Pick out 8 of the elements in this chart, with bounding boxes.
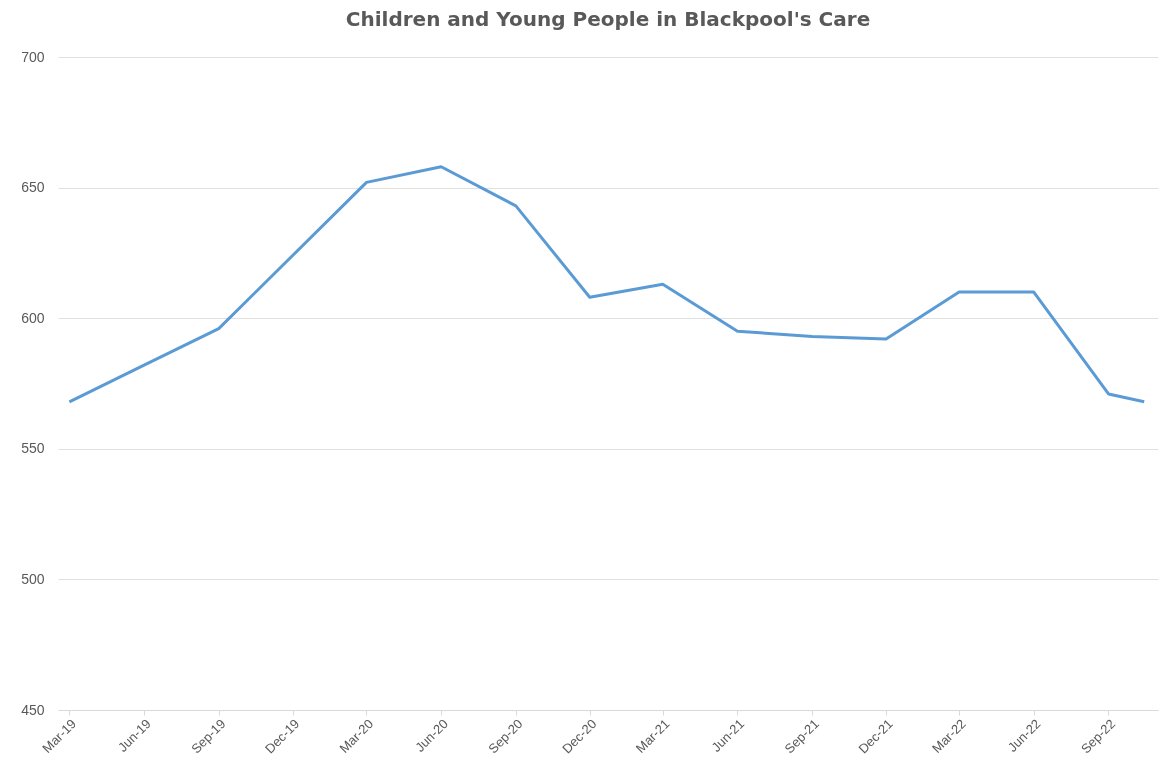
y-tick-label: 600 (21, 309, 45, 326)
y-tick-label: 700 (21, 48, 45, 65)
y-tick-label: 550 (21, 440, 45, 457)
y-tick-label: 450 (21, 701, 45, 718)
y-tick-label: 500 (21, 570, 45, 587)
chart-title: Children and Young People in Blackpool's Care (345, 7, 871, 31)
y-tick-label: 650 (21, 179, 45, 196)
line-series (67, 165, 1146, 404)
